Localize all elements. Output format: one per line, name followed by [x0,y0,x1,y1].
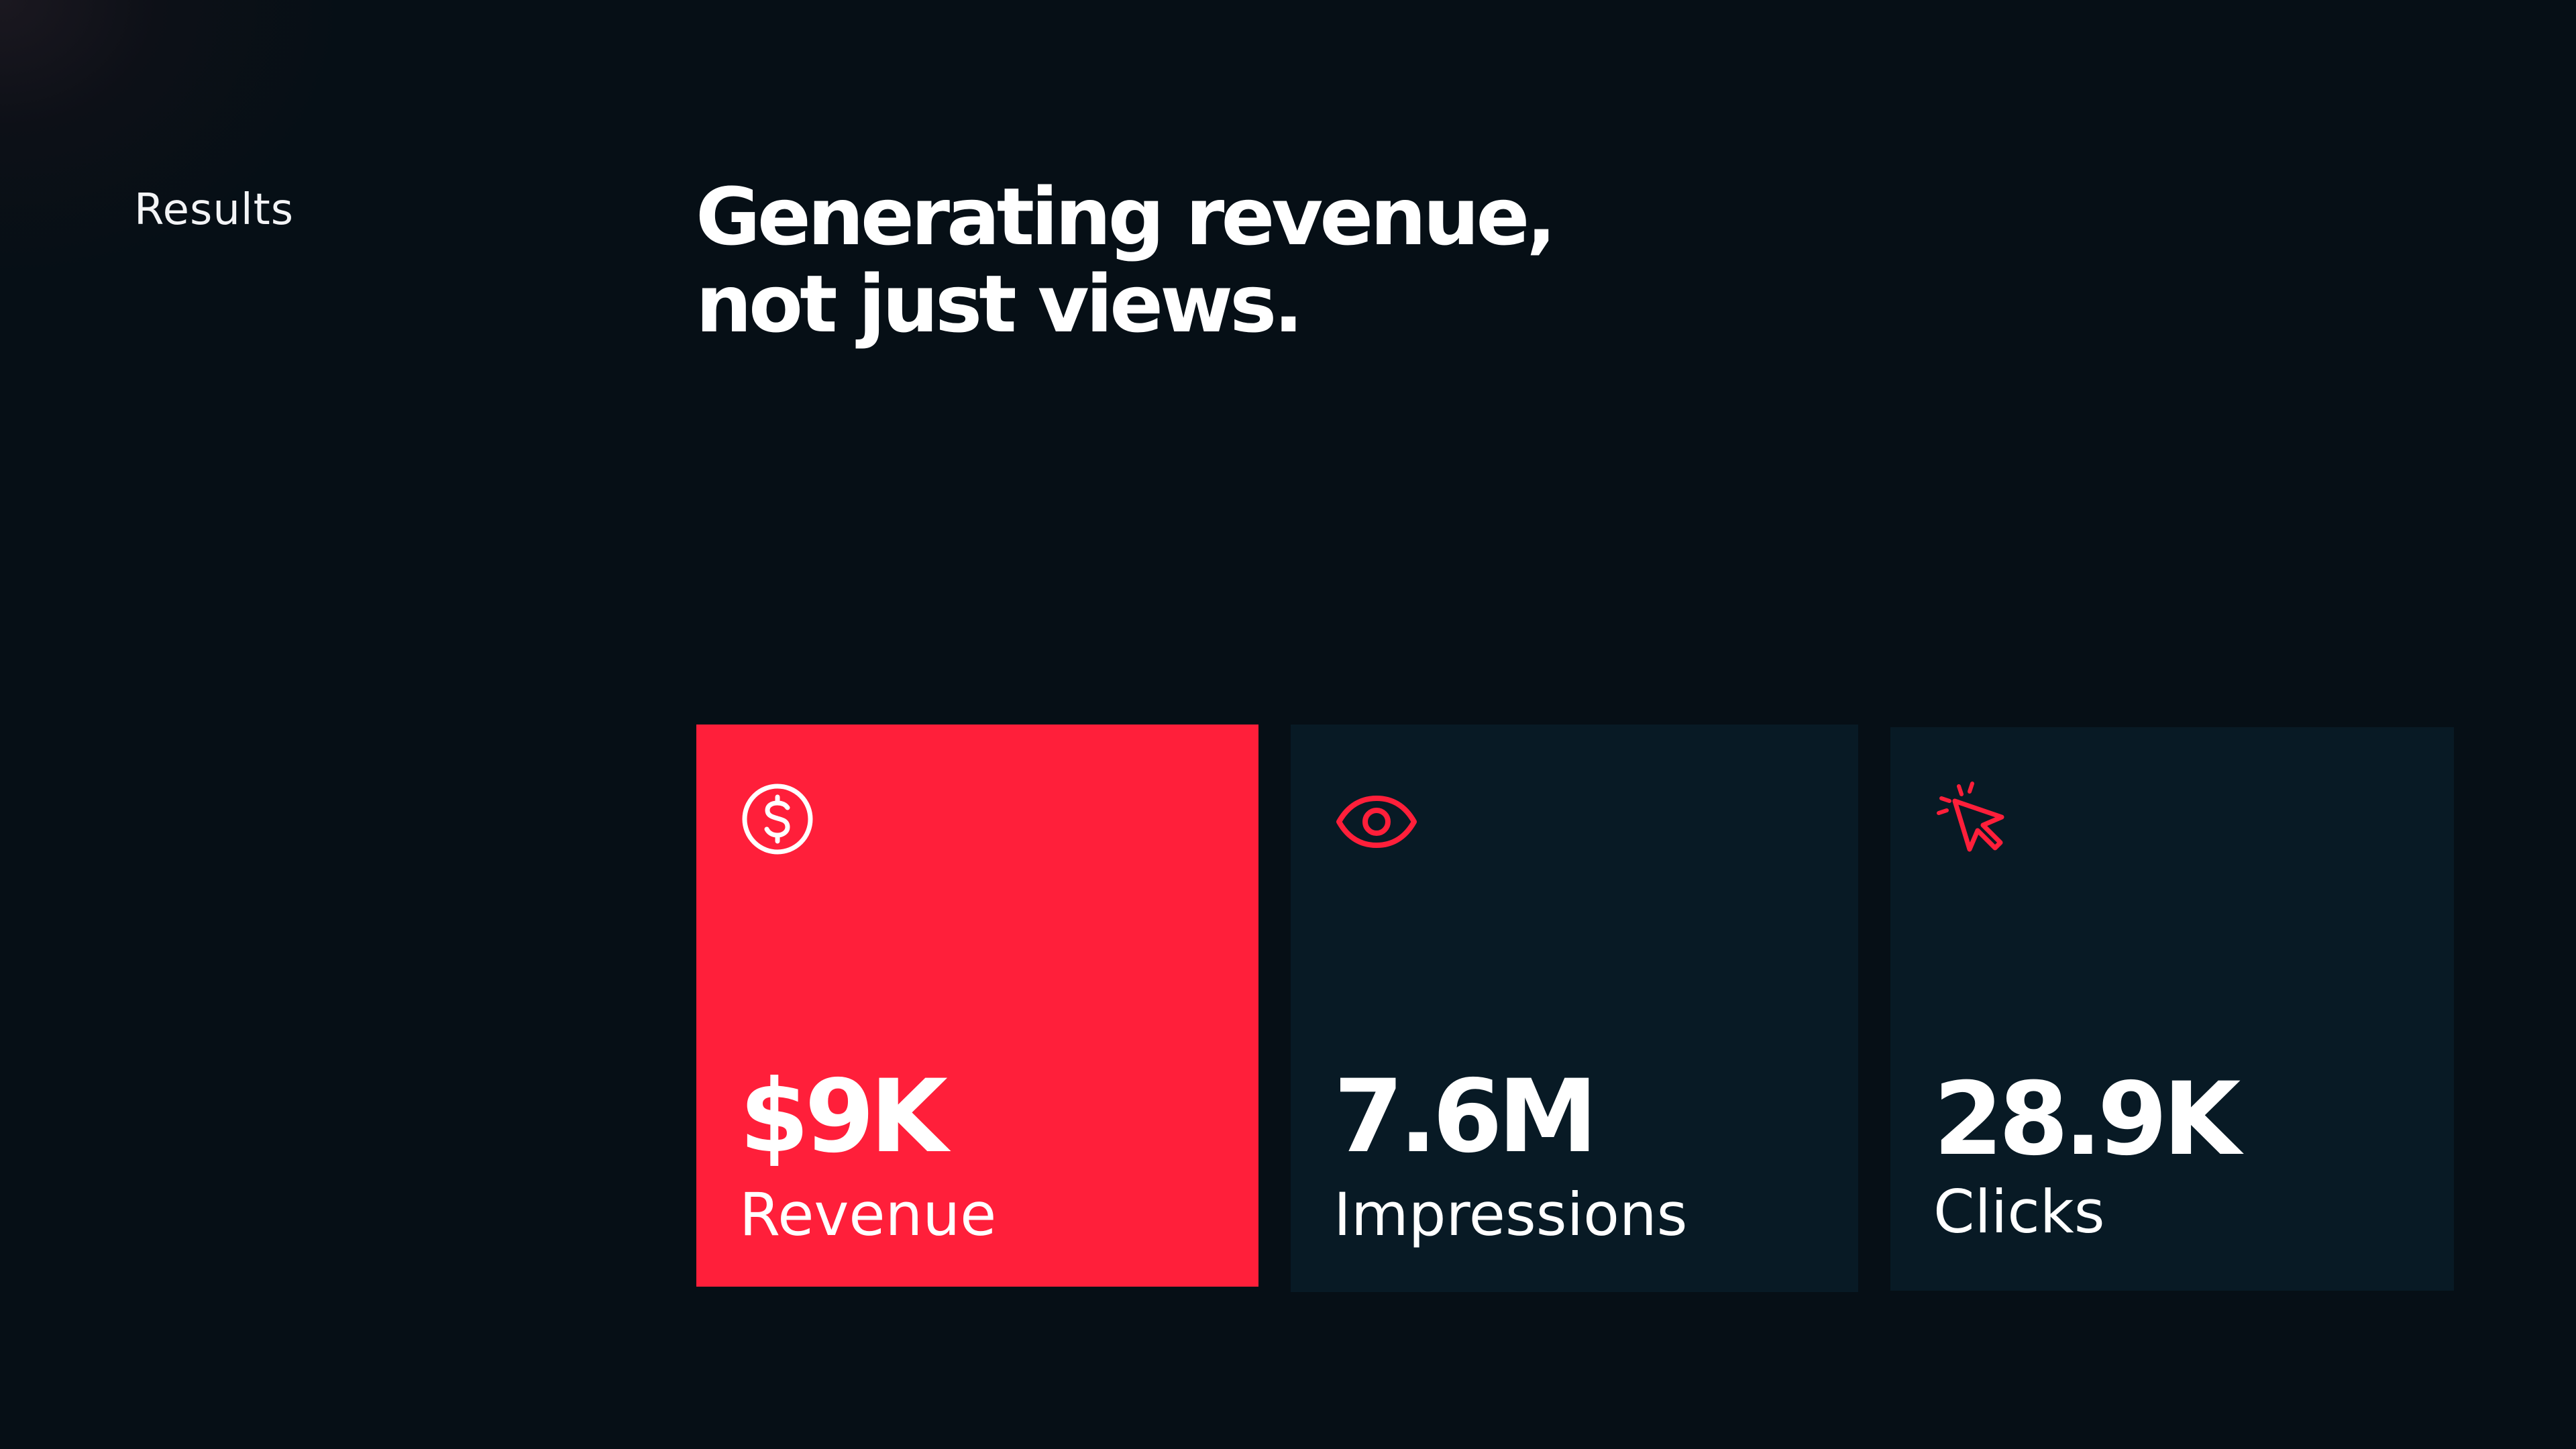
stat-card-revenue: $9K Revenue [696,724,1258,1287]
stat-label: Clicks [1933,1177,2105,1246]
section-label: Results [134,185,294,235]
stat-label: Revenue [739,1180,997,1249]
stat-value: $9K [739,1059,948,1175]
stat-label: Impressions [1334,1180,1688,1249]
dollar-circle-icon [741,782,814,856]
cursor-click-icon [1932,778,2015,861]
stat-card-clicks: 28.9K Clicks [1890,727,2454,1291]
page-title: Generating revenue, not just views. [696,170,1556,350]
headline-line-1: Generating revenue, [696,170,1556,263]
stat-value: 28.9K [1933,1061,2241,1178]
stat-card-impressions: 7.6M Impressions [1291,724,1858,1292]
stat-value: 7.6M [1334,1059,1598,1175]
headline-line-2: not just views. [696,258,1303,350]
eye-icon [1335,785,1418,859]
